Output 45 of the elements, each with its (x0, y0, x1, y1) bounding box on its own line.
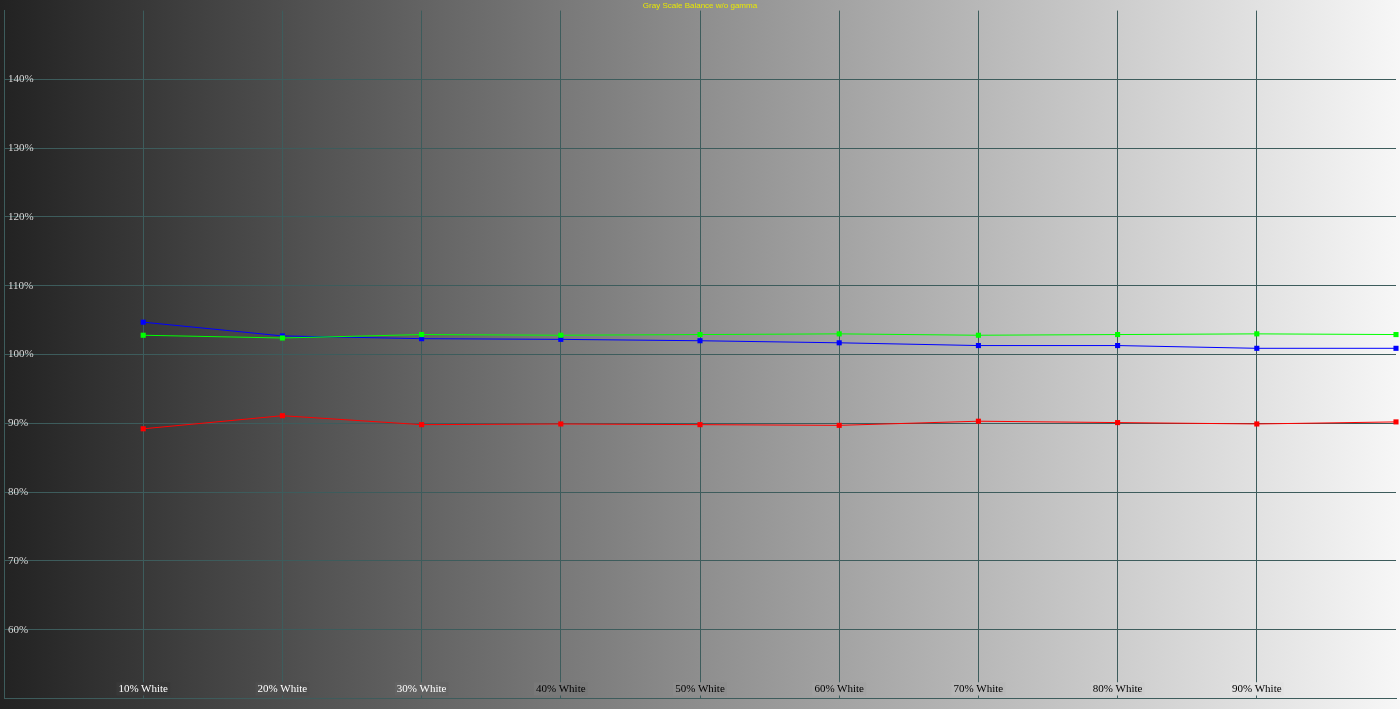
point (140, 319, 146, 325)
point (558, 332, 564, 338)
y-tick-label: 110% (8, 278, 34, 291)
x-tick-label: 40% White (536, 681, 586, 694)
point (140, 426, 146, 432)
point (419, 422, 425, 428)
y-tick-label: 70% (8, 553, 29, 566)
point (1254, 421, 1260, 427)
point (1115, 332, 1121, 338)
y-tick-label: 80% (8, 484, 29, 497)
y-tick-label: 90% (8, 416, 29, 429)
x-tick-label: 30% White (396, 681, 447, 694)
x-tick-label: 50% White (675, 681, 725, 694)
point (1393, 332, 1399, 338)
point (697, 332, 703, 338)
point (279, 413, 285, 419)
point (1254, 331, 1260, 337)
x-tick-label: 90% White (1232, 681, 1282, 694)
point (1115, 343, 1121, 349)
point (836, 331, 842, 337)
x-tick-label: 60% White (814, 681, 865, 694)
x-tick-label: 20% White (257, 681, 308, 694)
point (975, 418, 981, 424)
point (836, 422, 842, 428)
y-tick-label: 120% (8, 209, 34, 222)
point (697, 422, 703, 428)
point (1393, 345, 1399, 351)
point (836, 340, 842, 346)
x-tick-label: 80% White (1092, 681, 1143, 694)
chart-title: Gray Scale Balance w/o gamma (642, 1, 758, 11)
point (975, 343, 981, 349)
point (697, 338, 703, 344)
point (140, 332, 146, 338)
point (558, 421, 564, 427)
y-tick-label: 140% (8, 72, 34, 85)
point (1254, 345, 1260, 351)
y-tick-label: 100% (8, 347, 34, 360)
point (419, 332, 425, 338)
point (975, 332, 981, 338)
y-tick-label: 130% (8, 141, 34, 154)
y-tick-label: 60% (8, 622, 29, 635)
point (1115, 420, 1121, 426)
x-tick-label: 10% White (118, 681, 169, 694)
point (1393, 419, 1399, 425)
x-tick-label: 70% White (953, 681, 1004, 694)
